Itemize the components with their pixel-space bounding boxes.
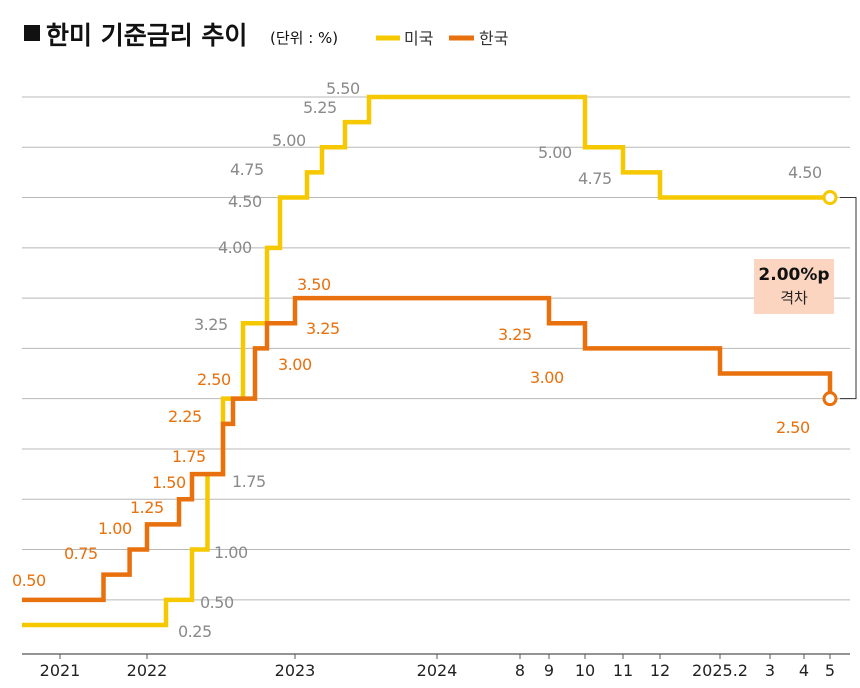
x-tick-label: 8 (515, 661, 525, 680)
unit-label: (단위 : %) (270, 29, 338, 47)
x-tick-label: 3 (765, 661, 775, 680)
legend-label-kr: 한국 (479, 29, 508, 48)
x-tick-label: 2024 (417, 661, 458, 680)
data-label-kr: 3.50 (297, 275, 331, 294)
data-label-us: 3.25 (194, 315, 228, 334)
data-label-kr: 0.75 (64, 544, 98, 563)
x-tick-label: 4 (799, 661, 809, 680)
data-label-us: 0.50 (200, 593, 234, 612)
data-label-us: 4.50 (788, 163, 822, 182)
data-label-kr: 2.50 (197, 370, 231, 389)
data-label-us: 5.00 (272, 131, 306, 150)
gap-box (754, 259, 834, 314)
data-label-kr: 1.50 (152, 473, 186, 492)
legend: 미국 한국 (376, 29, 508, 48)
gap-bracket (840, 197, 857, 400)
data-label-us: 1.75 (232, 472, 266, 491)
legend-label-us: 미국 (404, 29, 433, 48)
x-tick-label: 11 (613, 661, 633, 680)
data-label-us: 1.00 (214, 543, 248, 562)
x-tick-label: 5 (825, 661, 835, 680)
data-label-kr: 2.25 (168, 407, 202, 426)
x-tick-label: 10 (575, 661, 595, 680)
x-tick-label: 2025.2 (692, 661, 748, 680)
x-tick-label: 9 (544, 661, 554, 680)
series-line-kr (22, 295, 833, 603)
x-tick-label: 12 (650, 661, 670, 680)
data-label-kr: 2.50 (776, 418, 810, 437)
gap-text: 격차 (780, 289, 808, 307)
x-axis: 2021 2022 2023 2024 8 9 10 11 12 2025.2 3 4 5 (22, 653, 850, 680)
series-line-us (22, 94, 830, 628)
data-label-kr: 1.25 (130, 498, 164, 517)
data-label-us: 4.75 (230, 160, 264, 179)
data-label-kr: 1.00 (98, 519, 132, 538)
gap-value: 2.00%p (758, 265, 829, 285)
x-tick-label: 2022 (127, 661, 168, 680)
data-label-us: 0.25 (178, 622, 212, 641)
chart-header: 한미 기준금리 추이 (단위 : %) 미국 한국 (24, 21, 508, 50)
data-label-us: 5.00 (538, 143, 572, 162)
series-lines (22, 94, 838, 628)
data-label-us: 4.75 (578, 169, 612, 188)
data-label-kr: 3.25 (306, 319, 340, 338)
data-label-us: 4.50 (228, 192, 262, 211)
data-label-kr: 1.75 (172, 447, 206, 466)
end-marker-us (822, 190, 838, 206)
gap-annotation: 2.00%p 격차 (754, 197, 857, 400)
title-square-icon (24, 25, 40, 41)
data-label-us: 5.25 (303, 98, 337, 117)
data-labels: 0.25 0.50 1.00 1.75 3.25 4.00 4.50 4.75 5.00 5.25… (12, 79, 822, 641)
chart-title: 한미 기준금리 추이 (46, 21, 247, 50)
data-label-us: 5.50 (326, 79, 360, 98)
data-label-kr: 0.50 (12, 571, 46, 590)
end-marker-kr (822, 391, 838, 407)
data-label-kr: 3.00 (530, 368, 564, 387)
x-tick-label: 2023 (275, 661, 316, 680)
data-label-kr: 3.00 (278, 355, 312, 374)
data-label-us: 4.00 (218, 238, 252, 257)
x-tick-label: 2021 (40, 661, 81, 680)
data-label-kr: 3.25 (498, 325, 532, 344)
